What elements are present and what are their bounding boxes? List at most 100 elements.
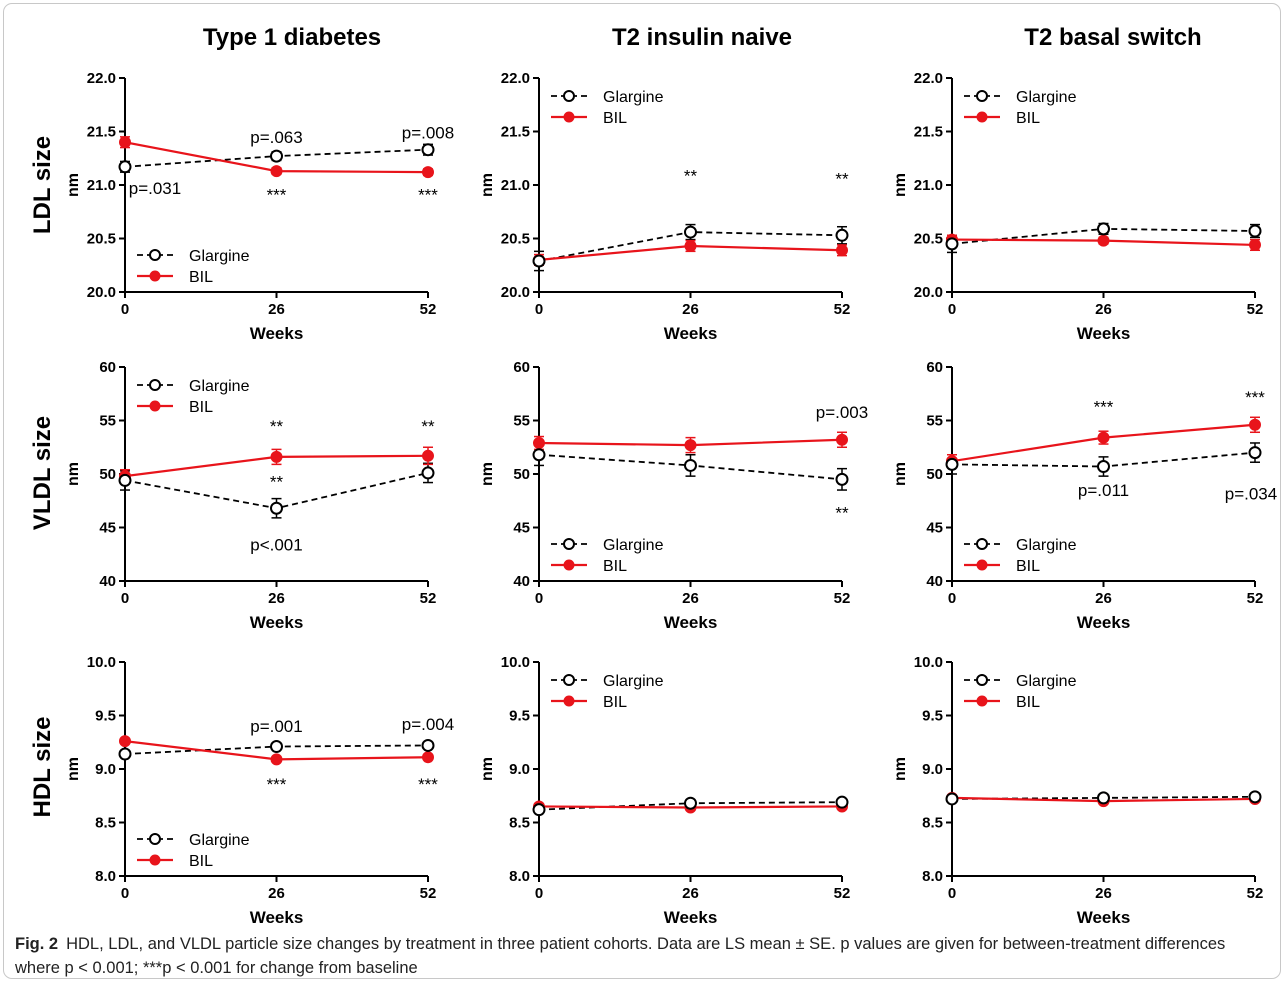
x-tick-label: 26: [268, 301, 285, 318]
figure-frame: [3, 3, 1281, 979]
x-tick-label: 52: [420, 885, 437, 902]
legend-label-glargine: Glargine: [189, 832, 250, 849]
chart-panel-r2c1: 8.0 8.5 9.0 9.5 10.0 0 26 52 Weeks nm Glargine BIL: [479, 654, 850, 927]
data-point-glargine: [532, 254, 546, 268]
legend-marker-glargine: [149, 379, 161, 391]
data-point-glargine: [532, 448, 546, 462]
row-title-hdl: HDL size: [29, 717, 56, 818]
legend-marker-bil: [149, 270, 161, 282]
y-tick-label: 10.0: [501, 654, 530, 671]
x-tick-label: 52: [834, 885, 851, 902]
figure-panels: Type 1 diabetes T2 insulin naive T2 basa…: [29, 24, 1277, 927]
data-point-bil: [270, 450, 283, 463]
x-tick-label: 26: [682, 590, 699, 607]
x-tick-label: 52: [834, 301, 851, 318]
data-point-glargine: [1097, 460, 1110, 474]
annotation-label: ***: [1094, 398, 1114, 417]
legend-label-bil: BIL: [189, 269, 213, 286]
data-point-glargine: [532, 803, 546, 817]
data-point-glargine: [835, 228, 849, 242]
column-title-t2-switch: T2 basal switch: [1024, 24, 1201, 51]
data-point-bil: [836, 244, 848, 257]
data-point-glargine: [118, 473, 132, 487]
x-tick-label: 0: [535, 590, 543, 607]
x-tick-label: 0: [535, 301, 543, 318]
data-point-glargine: [835, 472, 849, 486]
chart-legend: Glargine BIL: [551, 89, 664, 127]
x-tick-label: 0: [948, 885, 956, 902]
y-tick-label: 21.0: [87, 177, 116, 194]
y-tick-label: 22.0: [914, 70, 943, 87]
y-axis-label: nm: [65, 462, 82, 486]
x-tick-label: 0: [535, 885, 543, 902]
legend-label-bil: BIL: [189, 853, 213, 870]
legend-label-glargine: Glargine: [1016, 537, 1077, 554]
data-point-bil: [684, 239, 697, 252]
y-axis-label: nm: [892, 173, 909, 197]
legend-marker-bil: [563, 695, 575, 707]
legend-marker-glargine: [976, 90, 988, 102]
legend-marker-bil: [976, 695, 988, 707]
x-tick-label: 0: [121, 590, 129, 607]
y-axis-label: nm: [892, 757, 909, 781]
y-tick-label: 9.5: [95, 708, 116, 725]
data-point-glargine: [684, 225, 697, 239]
data-point-bil: [270, 165, 283, 178]
x-tick-label: 26: [1095, 301, 1112, 318]
legend-label-bil: BIL: [189, 399, 213, 416]
y-tick-label: 21.0: [914, 177, 943, 194]
chart-panel-r2c0: 8.0 8.5 9.0 9.5 10.0 0 26 52 Weeks nm p=.001 p=.004…: [65, 654, 454, 927]
chart-panel-r0c1: 20.0 20.5 21.0 21.5 22.0 0 26 52 Weeks nm ** ** Glar…: [479, 70, 850, 343]
annotation-label: **: [270, 417, 284, 436]
data-point-glargine: [684, 796, 697, 810]
x-tick-label: 26: [268, 885, 285, 902]
data-point-bil: [1249, 418, 1261, 431]
data-point-bil: [422, 166, 434, 179]
annotation-label: ***: [418, 775, 438, 794]
x-axis-label: Weeks: [1077, 908, 1131, 927]
data-point-glargine: [684, 458, 697, 472]
y-tick-label: 10.0: [87, 654, 116, 671]
legend-marker-bil: [976, 111, 988, 123]
data-point-glargine: [118, 747, 132, 761]
data-point-glargine: [1248, 224, 1262, 238]
data-point-glargine: [945, 457, 959, 471]
y-tick-label: 55: [926, 413, 943, 430]
x-axis-label: Weeks: [250, 908, 304, 927]
row-title-ldl: LDL size: [29, 136, 56, 234]
y-axis-label: nm: [479, 757, 496, 781]
chart-legend: Glargine BIL: [137, 378, 250, 416]
data-point-glargine: [1248, 790, 1262, 804]
y-tick-label: 50: [926, 466, 943, 483]
annotation-label: p=.031: [129, 179, 181, 198]
legend-label-glargine: Glargine: [189, 248, 250, 265]
y-tick-label: 22.0: [501, 70, 530, 87]
x-tick-label: 26: [682, 885, 699, 902]
x-tick-label: 52: [420, 590, 437, 607]
legend-marker-glargine: [976, 674, 988, 686]
y-tick-label: 8.0: [922, 868, 943, 885]
x-tick-label: 52: [834, 590, 851, 607]
data-point-bil: [119, 136, 131, 149]
legend-label-glargine: Glargine: [1016, 673, 1077, 690]
y-tick-label: 20.0: [87, 284, 116, 301]
data-point-glargine: [270, 740, 283, 754]
legend-marker-glargine: [563, 538, 575, 550]
x-tick-label: 0: [121, 885, 129, 902]
x-tick-label: 26: [268, 590, 285, 607]
legend-label-bil: BIL: [603, 110, 627, 127]
y-tick-label: 45: [99, 520, 116, 537]
y-tick-label: 8.5: [95, 815, 116, 832]
chart-panel-r1c1: 40 45 50 55 60 0 26 52 Weeks nm p=.003 ** Glargine BI…: [479, 359, 868, 632]
figure-caption: Fig. 2 HDL, LDL, and VLDL particle size c…: [15, 932, 1270, 980]
chart-panel-r1c0: 40 45 50 55 60 0 26 52 Weeks nm ** ** ** p<.001 Glargi…: [65, 359, 436, 632]
y-axis-label: nm: [479, 173, 496, 197]
data-point-bil: [119, 735, 131, 748]
y-tick-label: 20.0: [501, 284, 530, 301]
annotation-label: **: [835, 504, 849, 523]
data-point-glargine: [421, 738, 435, 752]
annotation-label: ***: [267, 775, 287, 794]
y-axis-label: nm: [65, 757, 82, 781]
legend-marker-bil: [149, 400, 161, 412]
legend-label-glargine: Glargine: [603, 537, 664, 554]
